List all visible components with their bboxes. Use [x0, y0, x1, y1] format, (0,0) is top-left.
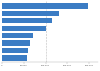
Bar: [2, 18, 52, 23]
Bar: [2, 55, 27, 61]
Bar: [2, 40, 30, 46]
Bar: [2, 26, 46, 31]
Bar: [2, 33, 33, 38]
Bar: [2, 11, 59, 16]
Bar: [2, 3, 88, 9]
Bar: [2, 48, 28, 53]
